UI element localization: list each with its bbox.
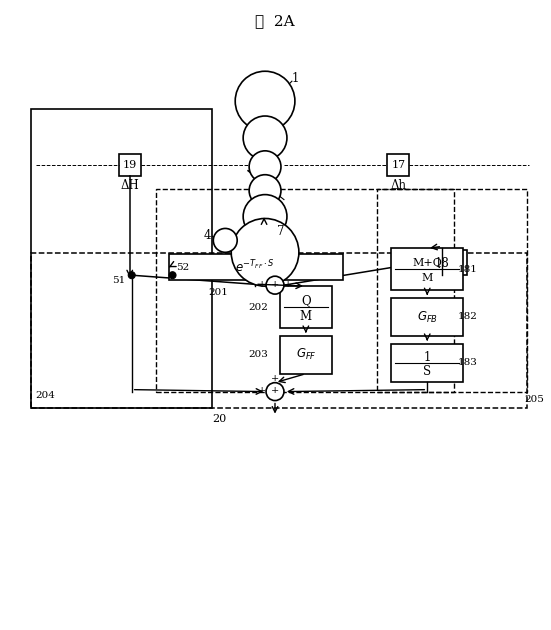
Bar (417, 250, 467, 275)
Text: 19: 19 (123, 160, 137, 169)
Text: 51: 51 (112, 276, 126, 285)
Bar (377, 188, 527, 392)
Bar (31, 253, 527, 408)
Bar (31, 109, 212, 408)
Bar (255, 222, 273, 241)
Circle shape (266, 276, 284, 294)
Text: 183: 183 (458, 358, 478, 367)
Text: +: + (271, 374, 279, 383)
Text: +: + (271, 386, 279, 395)
Text: +: + (284, 280, 292, 289)
Text: M: M (422, 273, 433, 284)
Circle shape (128, 272, 135, 278)
Circle shape (249, 151, 281, 183)
Text: 203: 203 (248, 350, 268, 359)
Bar (155, 188, 454, 392)
Text: S: S (423, 365, 431, 377)
Text: 17: 17 (391, 160, 406, 169)
Text: 52: 52 (176, 263, 189, 272)
Text: +: + (271, 280, 279, 289)
Circle shape (235, 71, 295, 131)
Bar (391, 298, 463, 336)
Bar (280, 336, 332, 374)
Bar (169, 255, 343, 280)
Text: $G_{FB}$: $G_{FB}$ (417, 309, 437, 324)
Bar (280, 286, 332, 328)
Text: ΔH: ΔH (120, 179, 139, 192)
Text: 205: 205 (525, 395, 544, 404)
Bar (391, 344, 463, 382)
Text: +: + (258, 386, 266, 395)
Text: Q: Q (301, 294, 311, 307)
Text: 4: 4 (204, 229, 211, 242)
Text: 図  2A: 図 2A (255, 14, 295, 28)
Text: 18: 18 (435, 257, 450, 270)
Bar (391, 248, 463, 290)
Text: 204: 204 (35, 391, 55, 400)
Text: 182: 182 (458, 312, 478, 321)
Text: 20: 20 (212, 415, 226, 425)
Text: 202: 202 (248, 302, 268, 312)
Bar (387, 154, 409, 176)
Text: 7: 7 (277, 225, 285, 238)
Circle shape (169, 272, 176, 278)
Text: $G_{FF}$: $G_{FF}$ (295, 347, 316, 362)
Text: M+Q: M+Q (412, 258, 442, 268)
Circle shape (243, 195, 287, 238)
Text: +: + (258, 280, 266, 289)
Text: 181: 181 (458, 265, 478, 273)
Circle shape (266, 382, 284, 401)
Circle shape (213, 229, 237, 253)
Text: 1: 1 (291, 72, 299, 84)
Bar (119, 154, 141, 176)
Circle shape (243, 116, 287, 160)
Text: $e^{-T_{FF} \cdot S}$: $e^{-T_{FF} \cdot S}$ (235, 259, 275, 275)
Text: 1: 1 (424, 350, 431, 364)
Text: 201: 201 (208, 288, 228, 297)
Circle shape (231, 219, 299, 286)
Circle shape (249, 175, 281, 207)
Text: M: M (300, 310, 312, 323)
Text: Δh: Δh (390, 179, 407, 192)
